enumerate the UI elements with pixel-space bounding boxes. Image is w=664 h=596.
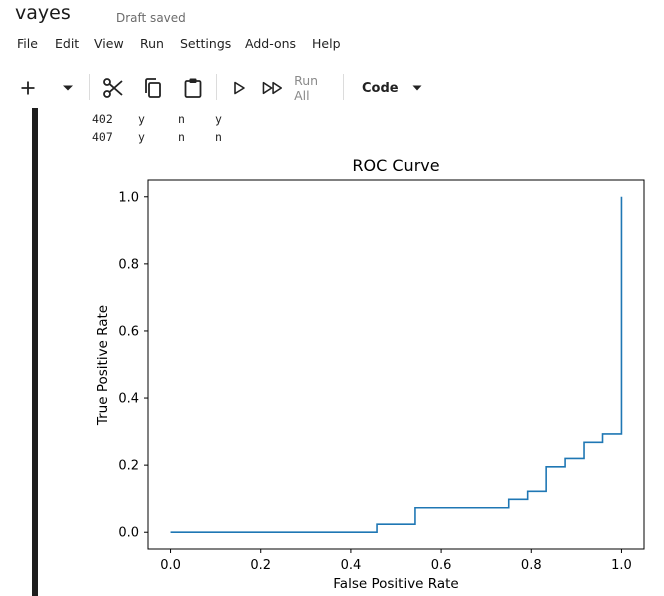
y-tick-label: 0.8 [118,257,139,272]
fast-forward-icon [262,81,283,95]
notebook-title[interactable]: vayes [15,2,71,24]
row-cell: n [215,130,222,144]
output-row: 407 y n n [92,130,292,148]
x-axis-label: False Positive Rate [333,576,458,592]
cut-button[interactable] [100,68,126,108]
scissors-icon [103,78,123,98]
y-tick-label: 0.6 [118,324,139,339]
copy-icon [145,78,161,98]
clipboard-icon [184,78,202,98]
menu-bar: File Edit View Run Settings Add-ons Help [0,36,664,56]
y-tick-label: 0.2 [118,459,139,474]
run-cell-button[interactable] [228,68,250,108]
row-cell: n [178,112,185,126]
plus-icon [21,81,35,95]
menu-view[interactable]: View [94,36,124,51]
menu-add-ons[interactable]: Add-ons [245,36,297,51]
cell-type-select[interactable]: Code [356,68,426,108]
menu-file[interactable]: File [17,36,38,51]
y-tick-label: 0.4 [118,392,139,407]
notebook-header: vayes Draft saved [0,0,664,34]
menu-help[interactable]: Help [312,36,341,51]
row-cell: y [138,130,145,144]
row-cell: y [215,112,222,126]
play-icon [234,81,245,95]
caret-down-icon [63,85,73,91]
output-row: 402 y n y [92,112,292,130]
toolbar: Run All Code [0,68,664,108]
add-cell-button[interactable] [14,68,42,108]
row-index: 407 [92,130,113,144]
caret-down-icon [412,85,422,91]
row-cell: n [178,130,185,144]
row-index: 402 [92,112,113,126]
plot-frame [147,179,645,550]
run-all-label: Run All [294,73,319,103]
toolbar-separator [343,74,344,100]
toolbar-separator [216,74,217,100]
y-tick-label: 1.0 [118,190,139,205]
add-cell-dropdown[interactable] [56,68,80,108]
cell-type-label: Code [362,80,399,96]
cell-output-table: 402 y n y 407 y n n [92,112,292,148]
menu-edit[interactable]: Edit [55,36,80,51]
menu-settings[interactable]: Settings [180,36,232,51]
run-all-button[interactable]: Run All [262,68,336,108]
chart-title: ROC Curve [352,156,439,175]
x-tick-label: 0.4 [341,558,362,573]
x-tick-label: 0.8 [521,558,542,573]
y-tick-label: 0.0 [118,526,139,541]
y-axis-label: True Positive Rate [95,305,111,426]
row-cell: y [138,112,145,126]
x-tick-label: 0.2 [250,558,271,573]
x-tick-label: 0.6 [431,558,452,573]
roc-series-line [170,196,623,534]
x-tick-label: 0.0 [160,558,181,573]
x-tick-label: 1.0 [611,558,632,573]
active-cell-indicator [32,108,38,596]
save-status: Draft saved [116,11,186,25]
menu-run[interactable]: Run [140,36,164,51]
paste-button[interactable] [180,68,206,108]
copy-button[interactable] [140,68,166,108]
toolbar-separator [89,74,90,100]
